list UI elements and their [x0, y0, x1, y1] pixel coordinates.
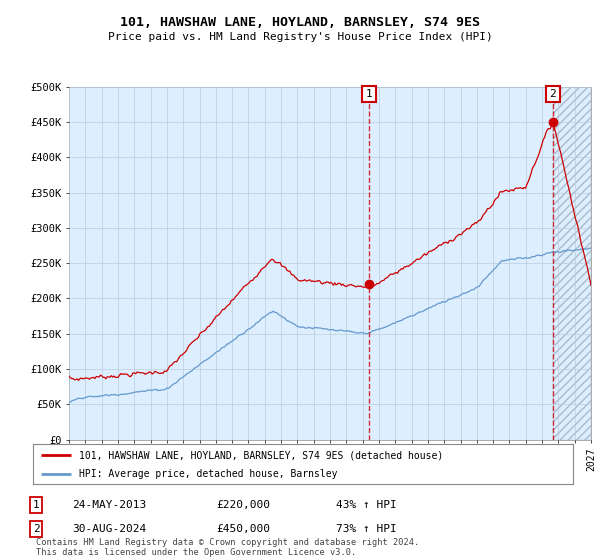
Text: Contains HM Land Registry data © Crown copyright and database right 2024.
This d: Contains HM Land Registry data © Crown c…	[36, 538, 419, 557]
Text: 24-MAY-2013: 24-MAY-2013	[72, 500, 146, 510]
Text: 1: 1	[365, 89, 373, 99]
Text: 43% ↑ HPI: 43% ↑ HPI	[336, 500, 397, 510]
Bar	[553, 87, 591, 440]
Text: 1: 1	[32, 500, 40, 510]
Text: £220,000: £220,000	[216, 500, 270, 510]
Bar	[553, 87, 591, 440]
Text: 2: 2	[32, 524, 40, 534]
Text: 73% ↑ HPI: 73% ↑ HPI	[336, 524, 397, 534]
Text: 101, HAWSHAW LANE, HOYLAND, BARNSLEY, S74 9ES (detached house): 101, HAWSHAW LANE, HOYLAND, BARNSLEY, S7…	[79, 450, 443, 460]
Text: HPI: Average price, detached house, Barnsley: HPI: Average price, detached house, Barn…	[79, 469, 337, 479]
Text: 2: 2	[550, 89, 556, 99]
Text: 30-AUG-2024: 30-AUG-2024	[72, 524, 146, 534]
Text: Price paid vs. HM Land Registry's House Price Index (HPI): Price paid vs. HM Land Registry's House …	[107, 32, 493, 42]
Text: £450,000: £450,000	[216, 524, 270, 534]
Text: 101, HAWSHAW LANE, HOYLAND, BARNSLEY, S74 9ES: 101, HAWSHAW LANE, HOYLAND, BARNSLEY, S7…	[120, 16, 480, 29]
